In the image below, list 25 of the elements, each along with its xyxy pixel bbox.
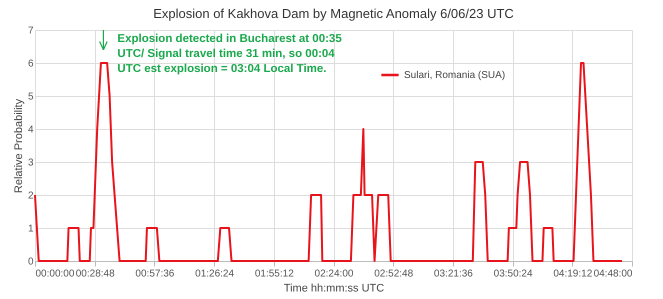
- x-tick-label: 02:52:48: [374, 268, 414, 280]
- x-tick-label: 04:19:12: [553, 268, 593, 280]
- x-tick-label: 00:00:00: [36, 268, 75, 280]
- y-tick-label: 4: [28, 124, 34, 136]
- x-tick-label: 00:28:48: [76, 268, 116, 280]
- x-tick-label: 04:48:00: [594, 268, 633, 280]
- y-tick-label: 1: [28, 224, 34, 234]
- legend-label: Sulari, Romania (SUA): [404, 70, 506, 81]
- x-tick-label: 02:24:00: [314, 268, 354, 280]
- annotation: Explosion detected in Bucharest at 00:35 UTC/ Signal travel time 31 min, so 00:04 UTC est explosion = 03:04 Local Time.: [117, 33, 342, 75]
- y-tick-label: 5: [28, 92, 34, 102]
- y-tick-label: 3: [28, 158, 34, 168]
- x-tick-label: 03:50:24: [494, 268, 533, 280]
- line-series: [34, 62, 624, 262]
- x-tick-label: 03:21:36: [434, 268, 474, 280]
- y-tick-label: 6: [28, 58, 34, 70]
- x-tick-label: 01:26:24: [195, 268, 234, 280]
- x-tick-label: 00:57:36: [135, 268, 175, 280]
- chart-title: Explosion of Kakhova Dam by Magnetic Anomaly 6/06/23 UTC: [153, 6, 514, 21]
- x-tick-label: 01:55:12: [254, 268, 294, 280]
- y-tick-label: 0: [28, 256, 34, 268]
- y-tick-label: 2: [28, 190, 34, 202]
- x-axis-title: Time hh:mm:ss UTC: [284, 282, 384, 294]
- y-axis-title: Relative Probability: [12, 98, 25, 194]
- y-tick-label: 7: [28, 26, 34, 36]
